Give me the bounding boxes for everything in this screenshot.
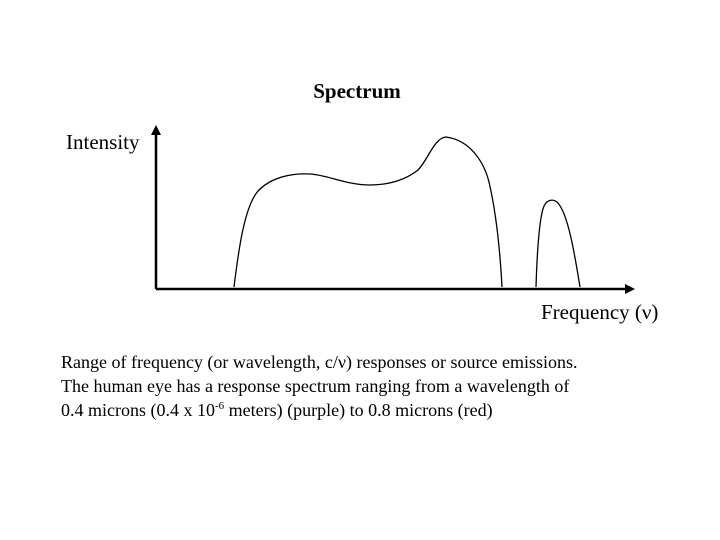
y-axis-label: Intensity bbox=[66, 130, 140, 154]
caption-line: 0.4 microns (0.4 x 10-6 meters) (purple)… bbox=[61, 398, 701, 422]
caption: Range of frequency (or wavelength, c/ν) … bbox=[61, 350, 701, 422]
main-emission-band bbox=[233, 136, 503, 288]
caption-text: meters) (purple) to 0.8 microns (red) bbox=[224, 400, 493, 420]
spectrum-title: Spectrum bbox=[313, 79, 401, 103]
caption-text: 0.4 microns (0.4 x 10 bbox=[61, 400, 215, 420]
secondary-emission-band bbox=[535, 199, 581, 288]
exponent-superscript: -6 bbox=[214, 400, 225, 412]
caption-line: The human eye has a response spectrum ra… bbox=[61, 376, 570, 396]
caption-line: Range of frequency (or wavelength, c/ν) … bbox=[61, 352, 578, 372]
x-axis-label: Frequency (ν) bbox=[541, 300, 659, 324]
